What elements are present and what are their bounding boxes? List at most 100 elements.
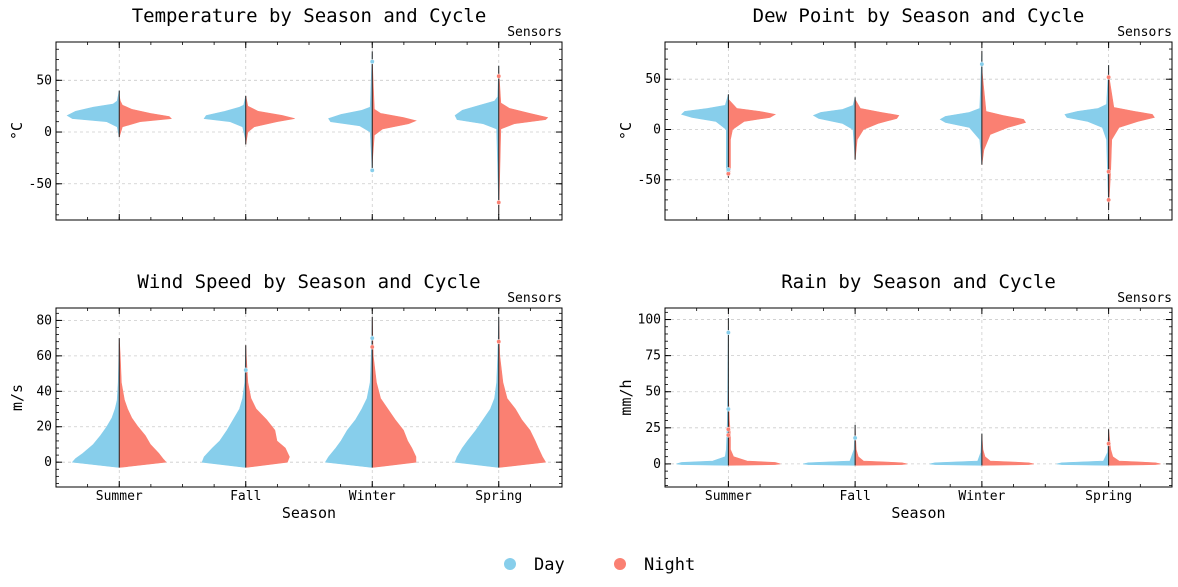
violin-half-night bbox=[854, 98, 900, 160]
outlier-point bbox=[979, 61, 985, 67]
violin-spring bbox=[454, 316, 547, 468]
y-tick-label: -50 bbox=[638, 173, 661, 188]
outlier-point bbox=[725, 167, 731, 173]
violin-half-night bbox=[245, 95, 295, 145]
violin-half-night bbox=[371, 59, 417, 164]
outlier-point bbox=[1106, 441, 1112, 447]
subplot-title: Temperature by Season and Cycle bbox=[132, 5, 487, 27]
violin-half-day bbox=[929, 433, 983, 466]
outlier-point bbox=[1106, 169, 1112, 175]
y-axis-label: °C bbox=[8, 122, 26, 140]
violin-summer bbox=[680, 94, 777, 178]
y-tick-label: -50 bbox=[29, 177, 52, 192]
y-axis-label: mm/h bbox=[617, 379, 635, 415]
x-tick-label: Fall bbox=[839, 489, 870, 504]
violin-half-night bbox=[728, 391, 781, 466]
outlier-point bbox=[243, 367, 249, 373]
subplot-4: 0 25 50 75 100 Summer Fall Winter Spring Rain by … bbox=[617, 271, 1173, 522]
violin-half-day bbox=[812, 97, 856, 160]
outlier-point bbox=[1106, 74, 1112, 80]
y-axis-label: m/s bbox=[8, 384, 26, 411]
violin-half-day bbox=[71, 338, 120, 468]
y-tick-label: 60 bbox=[36, 349, 52, 364]
x-axis-label: Season bbox=[891, 504, 945, 522]
outlier-point bbox=[725, 406, 731, 412]
outlier-point bbox=[852, 435, 858, 441]
violin-half-night bbox=[371, 316, 417, 468]
subplot-title: Wind Speed by Season and Cycle bbox=[137, 271, 480, 293]
outlier-point bbox=[725, 432, 731, 438]
y-tick-label: 0 bbox=[44, 455, 52, 470]
x-tick-label: Spring bbox=[1085, 489, 1132, 504]
y-tick-label: 80 bbox=[36, 313, 52, 328]
violin-half-night bbox=[245, 345, 290, 468]
y-tick-label: 0 bbox=[44, 125, 52, 140]
x-tick-label: Fall bbox=[230, 489, 261, 504]
outlier-point bbox=[725, 330, 731, 335]
violin-half-night bbox=[981, 69, 1027, 165]
violin-half-day bbox=[66, 90, 120, 138]
legend-marker-night bbox=[614, 558, 626, 570]
outlier-point bbox=[369, 344, 375, 350]
violin-half-day bbox=[676, 318, 729, 466]
subplot-title: Rain by Season and Cycle bbox=[781, 271, 1056, 293]
x-tick-label: Summer bbox=[96, 489, 143, 504]
violin-half-night bbox=[118, 95, 172, 138]
violin-half-day bbox=[201, 345, 247, 468]
x-tick-label: Winter bbox=[349, 489, 396, 504]
violin-summer bbox=[66, 90, 172, 138]
violin-half-day bbox=[680, 94, 729, 178]
outlier-point bbox=[725, 171, 731, 177]
sensors-annotation: Sensors bbox=[507, 291, 562, 306]
y-tick-label: 20 bbox=[36, 420, 52, 435]
violin-half-night bbox=[498, 69, 549, 215]
outlier-point bbox=[496, 339, 502, 345]
violin-half-night bbox=[728, 98, 777, 178]
violin-fall bbox=[203, 95, 295, 145]
violin-half-day bbox=[203, 95, 247, 141]
subplot-title: Dew Point by Season and Cycle bbox=[753, 5, 1085, 27]
outlier-point bbox=[369, 335, 375, 341]
legend-marker-day bbox=[504, 558, 516, 570]
y-axis-label: °C bbox=[617, 122, 635, 140]
x-tick-label: Winter bbox=[958, 489, 1005, 504]
violin-half-night bbox=[498, 320, 547, 468]
legend-label-night: Night bbox=[644, 555, 695, 575]
violin-half-day bbox=[939, 51, 983, 165]
violin-half-day bbox=[324, 316, 373, 468]
y-tick-label: 75 bbox=[645, 349, 661, 364]
legend-label-day: Day bbox=[534, 555, 565, 575]
violin-fall bbox=[803, 424, 908, 466]
violin-half-night bbox=[981, 435, 1034, 466]
outlier-point bbox=[369, 167, 375, 173]
subplot-3: 0 20 40 60 80 Summer Fall Winter Spring Wind Spee… bbox=[8, 271, 563, 522]
sensors-annotation: Sensors bbox=[1117, 291, 1172, 306]
violin-half-day bbox=[1056, 429, 1109, 466]
y-tick-label: 50 bbox=[645, 385, 661, 400]
subplot-1: -50 0 50 Temperature by Season and Cycle Sen… bbox=[8, 5, 563, 221]
violin-half-day bbox=[1064, 65, 1109, 210]
outlier-point bbox=[496, 199, 502, 205]
violin-half-night bbox=[854, 427, 908, 466]
y-tick-label: 0 bbox=[653, 457, 661, 472]
violin-winter bbox=[328, 51, 417, 172]
y-tick-label: 25 bbox=[645, 421, 661, 436]
violin-half-day bbox=[454, 65, 500, 210]
sensors-annotation: Sensors bbox=[507, 25, 562, 40]
axes-frame bbox=[664, 41, 1173, 221]
violin-winter bbox=[324, 316, 417, 468]
violin-fall bbox=[201, 345, 290, 468]
violin-winter bbox=[929, 433, 1034, 466]
violin-spring bbox=[1064, 65, 1155, 210]
violin-half-day bbox=[803, 424, 856, 466]
outlier-point bbox=[725, 426, 731, 432]
y-tick-label: 50 bbox=[36, 73, 52, 88]
outlier-point bbox=[369, 59, 375, 65]
violin-half-day bbox=[454, 316, 500, 468]
x-tick-label: Summer bbox=[705, 489, 752, 504]
outlier-point bbox=[1106, 197, 1112, 203]
violin-summer bbox=[71, 338, 167, 468]
subplot-2: -50 0 50 Dew Point by Season and Cycle Senso… bbox=[617, 5, 1173, 221]
violin-half-day bbox=[328, 51, 373, 172]
